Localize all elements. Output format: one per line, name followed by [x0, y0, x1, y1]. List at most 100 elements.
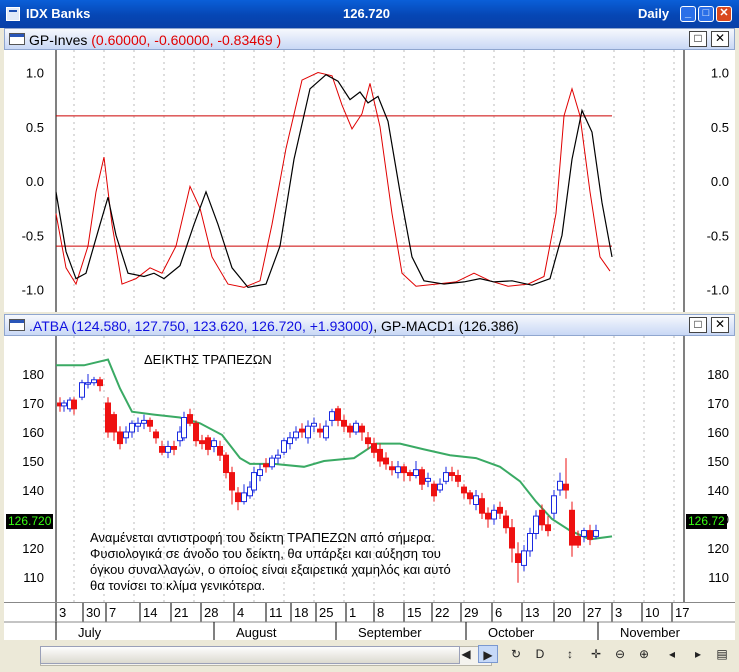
candle-body [275, 454, 281, 459]
candle-body [557, 480, 563, 491]
pane1-title: GP-Inves [29, 32, 88, 48]
next-icon[interactable]: ▸ [694, 647, 702, 661]
zoom-out-icon[interactable]: ⊖ [614, 647, 626, 661]
x-tick-label: 4 [237, 605, 244, 620]
y-tick-label-right: -1.0 [707, 283, 729, 298]
chevron-right-icon[interactable]: ▶ [478, 645, 498, 663]
candle-body [105, 402, 111, 433]
pane2-plot[interactable]: 1801801701701601601501501401401301301201… [4, 336, 735, 602]
pane1-maximize-button[interactable]: □ [689, 31, 707, 47]
candle-body [181, 417, 187, 439]
candle-body [419, 469, 425, 485]
x-tick-label: 8 [377, 605, 384, 620]
annotation-body: Αναμένεται αντιστροφή του δείκτη ΤΡΑΠΕΖΩ… [90, 530, 451, 594]
gp-macd-line [56, 358, 613, 541]
y-tick-label-right: 120 [707, 541, 729, 556]
window-icon [6, 7, 20, 21]
window-price: 126.720 [343, 6, 390, 21]
candle-body [311, 422, 317, 427]
candle-body [485, 512, 491, 520]
month-label: September [358, 625, 422, 640]
pane2-maximize-button[interactable]: □ [689, 317, 707, 333]
candle-body [323, 425, 329, 439]
candle-body [263, 463, 269, 468]
move-icon[interactable]: ✛ [590, 647, 602, 661]
x-tick-label: 11 [269, 605, 283, 620]
pane2-icon [9, 319, 25, 331]
candle-body [425, 477, 431, 482]
chevron-left-icon[interactable]: ◀ [461, 647, 471, 661]
candle-body [229, 472, 235, 491]
candle-body [61, 402, 67, 407]
refresh-icon[interactable]: ↻ [510, 647, 522, 661]
price-tag-right: 126.72 [686, 514, 727, 529]
candle-body [449, 472, 455, 477]
pane1-header[interactable]: GP-Inves (0.60000, -0.60000, -0.83469 ) … [4, 28, 735, 50]
candle-body [521, 550, 527, 566]
candle-body [187, 414, 193, 424]
updown-icon[interactable]: ↕ [567, 647, 573, 661]
x-tick-label: 6 [495, 605, 502, 620]
annotation-line: Αναμένεται αντιστροφή του δείκτη ΤΡΑΠΕΖΩ… [90, 530, 435, 545]
y-tick-label-right: 110 [708, 570, 729, 585]
candle-body [545, 524, 551, 532]
candle-body [377, 448, 383, 462]
zoom-in-icon[interactable]: ⊕ [638, 647, 650, 661]
pane1-close-button[interactable]: ✕ [711, 31, 729, 47]
candle-body [353, 422, 359, 433]
candle-body [413, 469, 419, 476]
candle-body [371, 443, 377, 453]
x-tick-label: 30 [86, 605, 100, 620]
annotation-line: Φυσιολογικά σε άνοδο του δείκτη, θα υπάρ… [90, 546, 441, 561]
y-tick-label-left: 1.0 [26, 66, 44, 81]
pane2-values: (124.580, 127.750, 123.620, 126.720, +1.… [71, 318, 374, 334]
x-tick-label: 13 [525, 605, 539, 620]
candle-body [359, 425, 365, 433]
candle-body [539, 509, 545, 526]
candle-body [71, 399, 77, 410]
pane2-header[interactable]: .ATBA (124.580, 127.750, 123.620, 126.72… [4, 314, 735, 336]
candle-body [171, 446, 177, 450]
d-icon[interactable]: D [535, 647, 545, 661]
candle-body [205, 437, 211, 450]
candle-body [389, 466, 395, 471]
prev-icon[interactable]: ◂ [668, 647, 676, 661]
gp-inves-black-line [55, 73, 613, 288]
candle-body [281, 440, 287, 453]
grid-icon[interactable]: ▤ [716, 647, 728, 661]
candle-body [455, 475, 461, 482]
candle-body [491, 509, 497, 520]
candle-body [217, 446, 223, 456]
x-tick-label: 10 [645, 605, 659, 620]
x-tick-label: 18 [294, 605, 308, 620]
x-axis-ticks: 3 30 7 14 21 28 4 11 18 25 1 8 15 22 29 6 13 20 27 3 10 17Jul… [4, 603, 735, 641]
pane2-indicator-value: (126.386) [458, 318, 519, 334]
y-tick-label-left: -1.0 [22, 283, 44, 298]
candle-body [341, 419, 347, 427]
candle-body [581, 530, 587, 537]
minimize-button[interactable]: _ [680, 6, 696, 22]
candle-body [503, 515, 509, 529]
candle-body [479, 498, 485, 514]
pane1-values: (0.60000, -0.60000, -0.83469 ) [91, 32, 282, 48]
candle-body [551, 495, 557, 514]
candle-body [211, 440, 217, 447]
scrollbar-thumb[interactable] [40, 646, 460, 664]
x-tick-label: 3 [59, 605, 66, 620]
y-tick-label-left: 110 [23, 570, 44, 585]
candle-body [329, 411, 335, 421]
x-tick-label: 28 [204, 605, 218, 620]
pane1-plot[interactable]: 1.0 1.0 0.5 0.5 0.0 0.0 -0.5 -0.5 -1.0 -1.0 [4, 50, 735, 312]
x-axis: 3 30 7 14 21 28 4 11 18 25 1 8 15 22 29 6 13 20 27 3 10 17 Jul… [4, 602, 735, 641]
x-tick-label: 14 [143, 605, 157, 620]
pane2-close-button[interactable]: ✕ [711, 317, 729, 333]
candle-body [269, 457, 275, 468]
maximize-button[interactable]: □ [698, 6, 714, 22]
candle-body [437, 483, 443, 491]
y-tick-label-left: 160 [22, 425, 44, 440]
candle-body [317, 428, 323, 433]
candle-body [587, 530, 593, 540]
y-tick-label-left: 0.0 [26, 174, 44, 189]
candle-body [141, 419, 147, 424]
close-button[interactable]: ✕ [716, 6, 732, 22]
